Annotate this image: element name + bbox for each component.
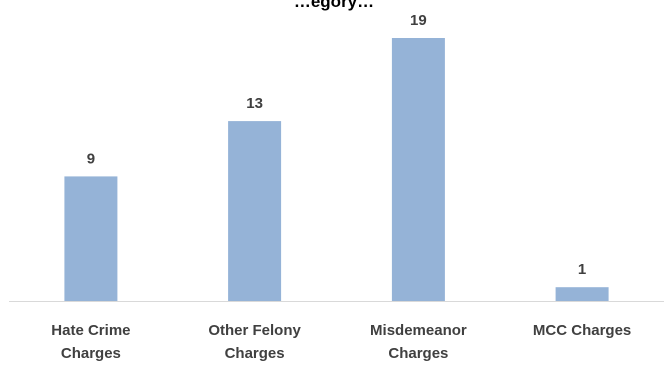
bar-0 <box>64 176 118 301</box>
data-label-1: 13 <box>246 95 263 112</box>
chart-title: …egory… <box>294 0 374 11</box>
bar-1 <box>228 121 282 301</box>
bar-3 <box>555 287 609 301</box>
category-label-1-1: Charges <box>225 345 285 362</box>
category-label-0-0: Hate Crime <box>51 322 130 339</box>
category-label-2-1: Charges <box>388 345 448 362</box>
bar-2 <box>391 38 445 301</box>
data-label-3: 1 <box>578 261 586 278</box>
category-label-3-0: MCC Charges <box>533 322 631 339</box>
category-label-1-0: Other Felony <box>208 322 301 339</box>
data-label-2: 19 <box>410 12 427 29</box>
data-label-0: 9 <box>87 150 95 167</box>
category-label-2-0: Misdemeanor <box>370 322 467 339</box>
category-label-0-1: Charges <box>61 345 121 362</box>
